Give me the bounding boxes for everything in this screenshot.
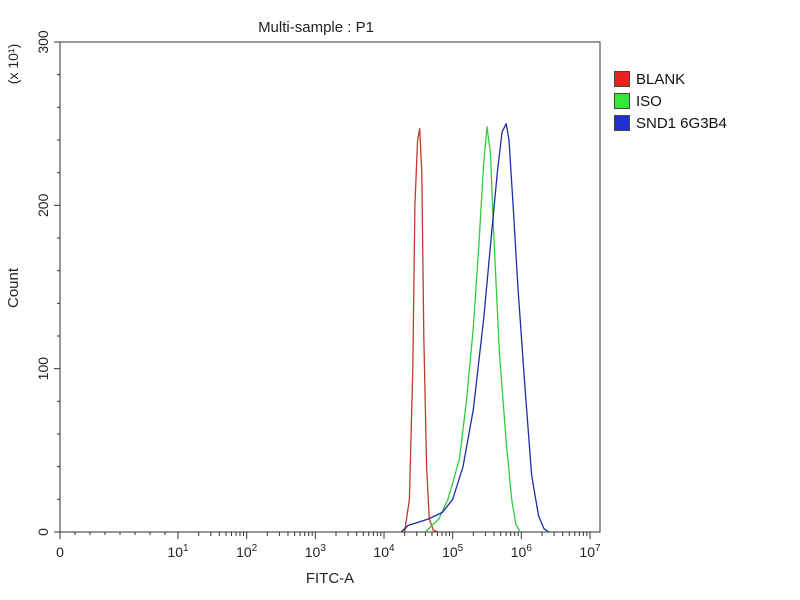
chart-title: Multi-sample : P1: [258, 19, 374, 36]
y-tick-label: 100: [35, 357, 51, 381]
legend-item-snd1: SND1 6G3B4: [614, 112, 727, 134]
legend-item-iso: ISO: [614, 90, 727, 112]
x-tick-label: 102: [236, 543, 258, 560]
x-tick-label: 107: [579, 543, 601, 560]
legend-label-blank: BLANK: [636, 70, 686, 88]
series-line-iso: [424, 126, 521, 533]
legend-label-iso: ISO: [636, 92, 662, 110]
y-tick-label: 200: [35, 193, 51, 217]
y-tick-label: 0: [35, 528, 51, 536]
x-axis-label: FITC-A: [306, 570, 354, 587]
x-tick-label: 103: [305, 543, 327, 560]
y-axis-label: Count: [5, 267, 22, 308]
series-layer: [400, 123, 550, 533]
x-tick-label: 105: [442, 543, 464, 560]
legend-swatch-iso: [614, 93, 630, 109]
legend-swatch-snd1: [614, 115, 630, 131]
x-tick-label: 0: [56, 544, 64, 560]
x-tick-label: 106: [511, 543, 533, 560]
y-multiplier-label: (x 10¹): [5, 44, 21, 84]
series-line-blank: [403, 127, 440, 533]
legend-label-snd1: SND1 6G3B4: [636, 114, 727, 132]
y-tick-label: 300: [35, 30, 51, 54]
legend-swatch-blank: [614, 71, 630, 87]
x-tick-label: 104: [373, 543, 395, 560]
y-axis: 0 100 200 300: [35, 30, 60, 536]
plot-frame: [59, 41, 601, 533]
legend-item-blank: BLANK: [614, 68, 727, 90]
x-axis: 0 101 102 103 104 105 106 107: [56, 532, 601, 560]
series-line-snd1-6g3b4: [400, 123, 550, 533]
x-tick-label: 101: [167, 543, 189, 560]
legend: BLANK ISO SND1 6G3B4: [614, 68, 727, 134]
